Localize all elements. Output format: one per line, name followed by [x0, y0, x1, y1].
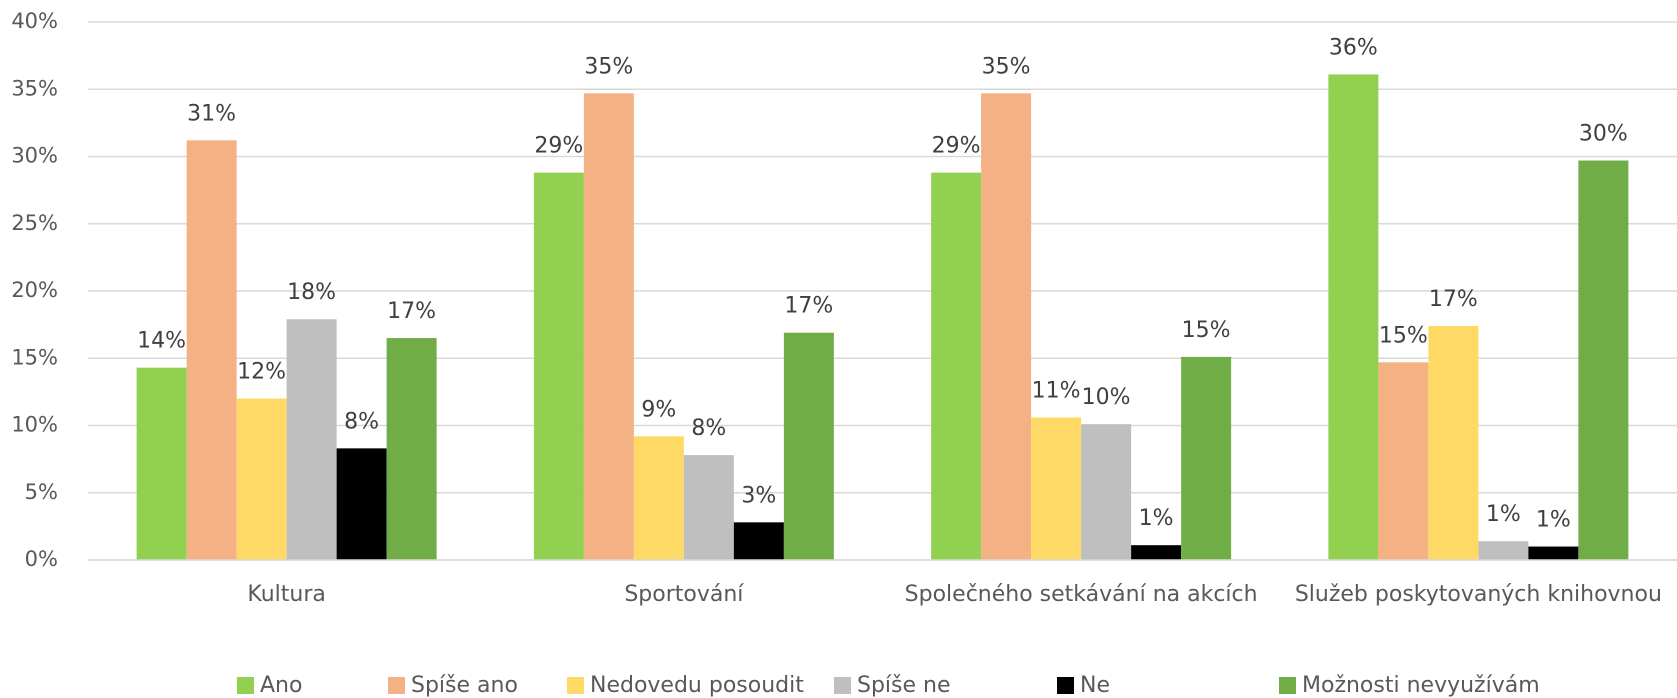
value-label: 17% [784, 294, 833, 319]
legend-label: Ano [260, 673, 302, 698]
legend-swatch [834, 677, 851, 694]
bar [1181, 356, 1232, 560]
y-tick-label: 40% [11, 9, 58, 33]
bar [1428, 325, 1479, 560]
value-label: 8% [691, 416, 726, 441]
x-tick-label: Společného setkávání na akcích [905, 582, 1258, 607]
y-tick-label: 15% [11, 345, 58, 369]
value-label: 35% [584, 54, 633, 79]
value-label: 30% [1579, 122, 1628, 147]
value-label: 18% [287, 280, 336, 305]
value-label: 10% [1082, 385, 1131, 410]
y-tick-label: 20% [11, 278, 58, 302]
bar [931, 172, 982, 560]
bar [1031, 417, 1082, 560]
x-tick-label: Kultura [247, 582, 325, 607]
bar [136, 367, 187, 560]
value-label: 1% [1486, 502, 1521, 527]
bar [981, 93, 1032, 560]
legend-label: Nedovedu posoudit [590, 673, 804, 698]
value-label: 15% [1182, 318, 1231, 343]
value-label: 1% [1139, 506, 1174, 531]
value-label: 29% [932, 134, 981, 159]
value-label: 31% [187, 101, 236, 126]
legend-swatch [1279, 677, 1296, 694]
legend-label: Možnosti nevyužívám [1302, 673, 1540, 698]
value-label: 9% [641, 397, 676, 422]
bar [1378, 362, 1429, 560]
bar [733, 522, 784, 560]
legend-label: Spíše ano [411, 673, 518, 698]
y-tick-label: 25% [11, 211, 58, 235]
value-label: 36% [1329, 35, 1378, 60]
value-label: 8% [344, 409, 379, 434]
bar [236, 398, 287, 560]
bar [386, 338, 437, 560]
bar [783, 332, 834, 560]
y-tick-label: 5% [25, 480, 58, 504]
value-label: 35% [982, 54, 1031, 79]
bar [1478, 541, 1529, 560]
bar [286, 319, 337, 560]
value-label: 12% [237, 360, 286, 385]
value-label: 15% [1379, 323, 1428, 348]
bar [186, 140, 237, 561]
bar [1131, 545, 1182, 560]
value-label: 17% [1429, 287, 1478, 312]
value-label: 14% [137, 329, 186, 354]
value-label: 29% [534, 134, 583, 159]
bar [1578, 160, 1629, 560]
value-label: 11% [1032, 378, 1081, 403]
bar [583, 93, 634, 560]
bar [336, 448, 387, 560]
legend-label: Spíše ne [857, 673, 951, 698]
value-label: 17% [387, 299, 436, 324]
legend-label: Ne [1080, 673, 1110, 698]
x-tick-label: Sportování [624, 582, 744, 607]
bar [1528, 546, 1579, 560]
y-tick-label: 10% [11, 413, 58, 437]
bar [1328, 74, 1379, 560]
value-label: 1% [1536, 508, 1571, 533]
bar [633, 436, 684, 560]
legend-swatch [1057, 677, 1074, 694]
legend-swatch [237, 677, 254, 694]
bar [683, 455, 734, 560]
bar [533, 172, 584, 560]
y-tick-label: 0% [25, 547, 58, 571]
value-label: 3% [741, 483, 776, 508]
bar [1081, 424, 1132, 560]
y-tick-label: 30% [11, 144, 58, 168]
legend-swatch [388, 677, 405, 694]
x-tick-label: Služeb poskytovaných knihovnou [1295, 582, 1662, 607]
legend-swatch [567, 677, 584, 694]
y-tick-label: 35% [11, 76, 58, 100]
